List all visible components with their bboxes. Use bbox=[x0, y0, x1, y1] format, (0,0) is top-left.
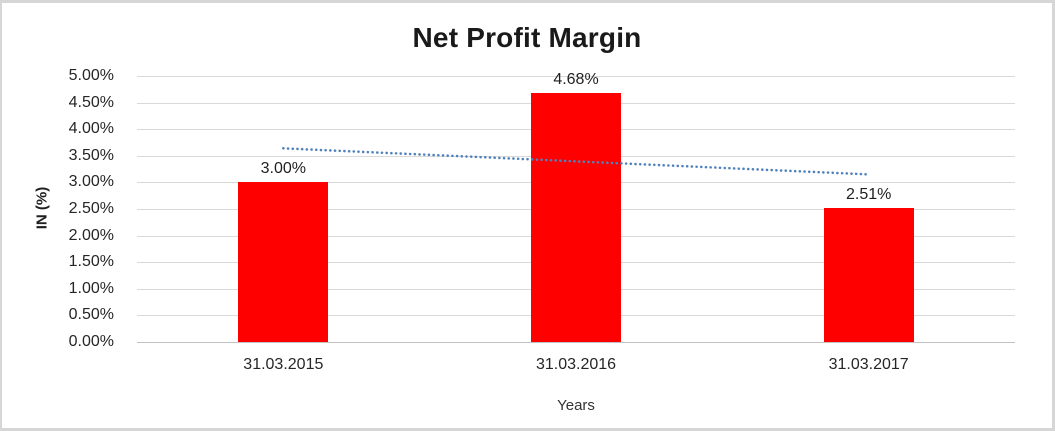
bar-31.03.2017 bbox=[823, 208, 914, 342]
y-tick-label: 2.50% bbox=[68, 200, 114, 217]
bar-value-label: 4.68% bbox=[553, 71, 599, 89]
chart-title: Net Profit Margin bbox=[412, 22, 642, 53]
x-tick-label: 31.03.2015 bbox=[243, 356, 324, 373]
y-tick-label: 0.00% bbox=[68, 333, 114, 350]
gridline bbox=[137, 76, 1015, 77]
y-tick-label: 1.00% bbox=[68, 279, 114, 297]
bar-value-label: 3.00% bbox=[260, 160, 307, 178]
y-tick-label: 3.00% bbox=[68, 173, 114, 191]
y-tick-label: 3.50% bbox=[68, 146, 114, 164]
y-tick-label: 1.50% bbox=[68, 253, 114, 271]
y-tick-label: 4.50% bbox=[68, 93, 114, 111]
x-tick-label: 31.03.2017 bbox=[828, 356, 909, 373]
bar-value-label: 2.51% bbox=[845, 186, 892, 204]
x-tick-label: 31.03.2016 bbox=[535, 356, 617, 373]
bar-31.03.2015 bbox=[238, 182, 329, 342]
y-tick-label: 0.50% bbox=[68, 306, 114, 324]
y-tick-label: 2.00% bbox=[68, 226, 114, 244]
plot-area: 3.00% 4.68% 2.51% bbox=[137, 71, 1015, 343]
bar-31.03.2016 bbox=[531, 93, 621, 342]
gridline bbox=[137, 342, 1015, 343]
y-tick-label: 4.00% bbox=[68, 120, 114, 138]
y-tick-label: 5.00% bbox=[68, 67, 114, 84]
x-axis-title: Years bbox=[557, 397, 595, 414]
y-axis-title: IN (%) bbox=[33, 186, 51, 230]
